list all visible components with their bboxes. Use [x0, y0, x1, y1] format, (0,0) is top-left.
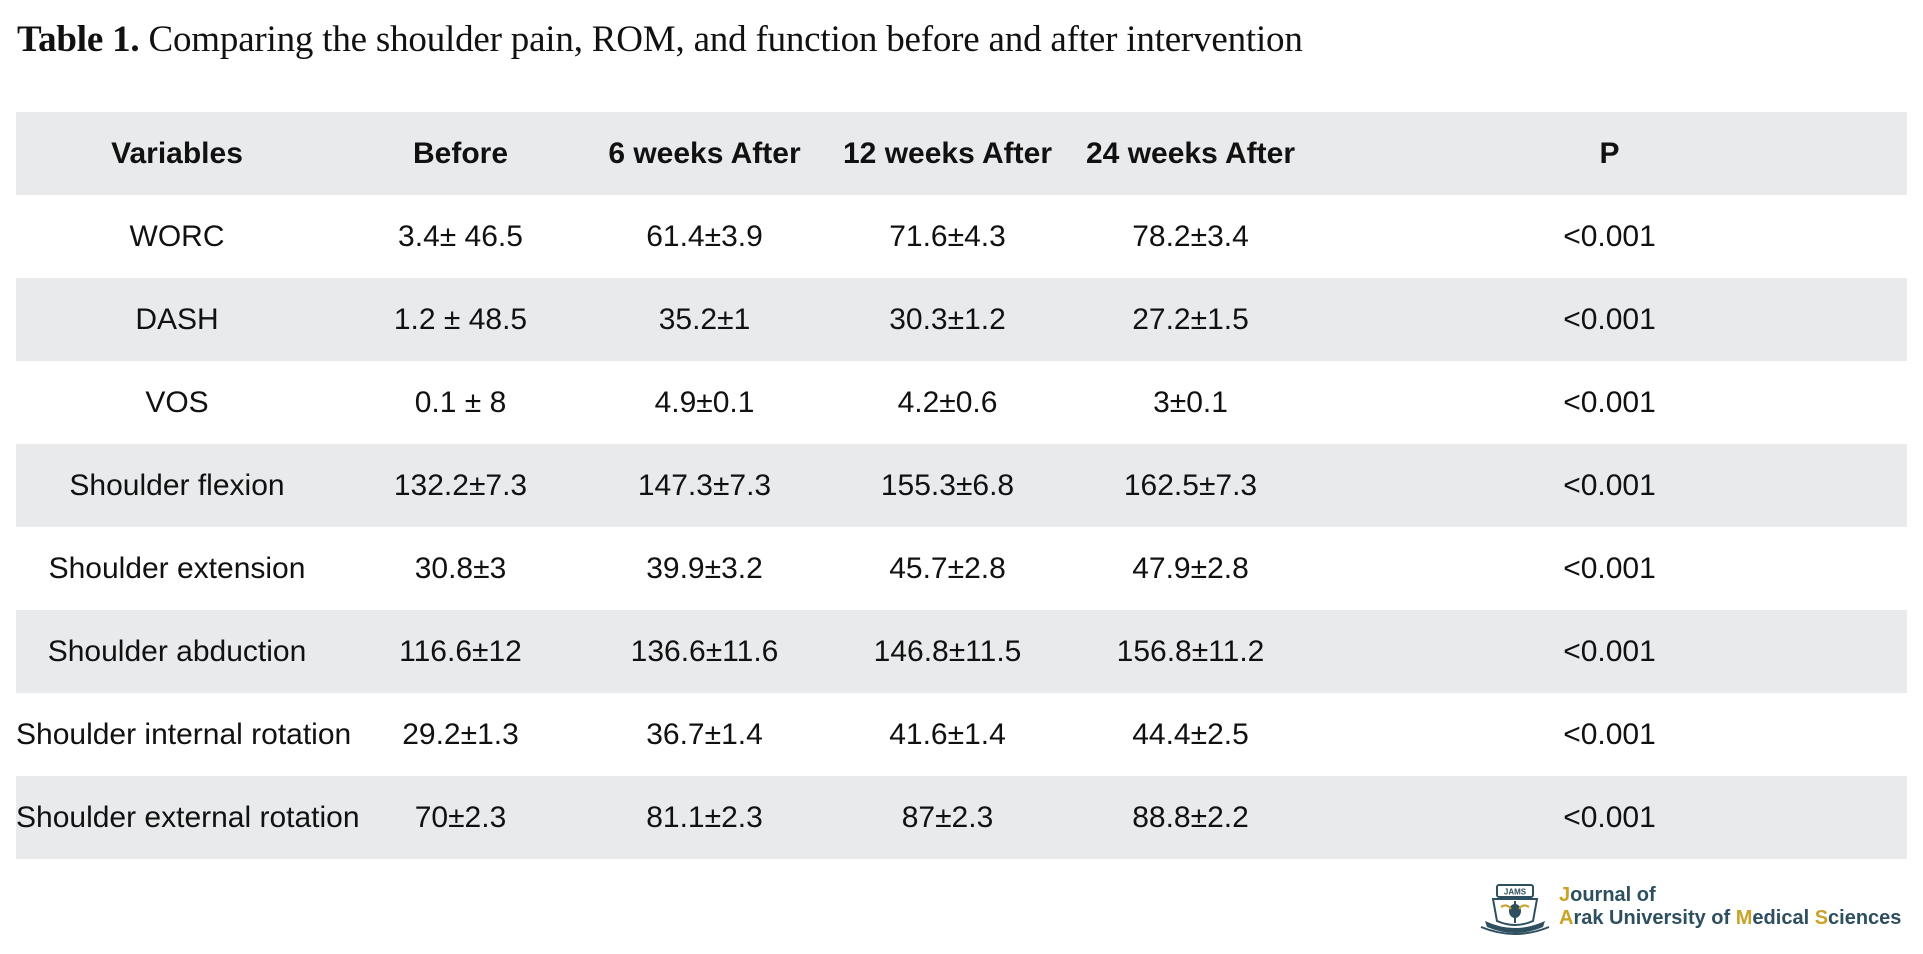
table-row: Shoulder abduction 116.6±12 136.6±11.6 1…	[16, 610, 1907, 693]
cell-p: <0.001	[1312, 195, 1907, 278]
table-row: Shoulder external rotation 70±2.3 81.1±2…	[16, 776, 1907, 859]
cell-p: <0.001	[1312, 610, 1907, 693]
cell-24-weeks: 156.8±11.2	[1069, 610, 1312, 693]
cell-12-weeks: 155.3±6.8	[826, 444, 1069, 527]
cell-p: <0.001	[1312, 361, 1907, 444]
table-row: Shoulder flexion 132.2±7.3 147.3±7.3 155…	[16, 444, 1907, 527]
cell-p: <0.001	[1312, 527, 1907, 610]
cell-6-weeks: 61.4±3.9	[583, 195, 826, 278]
cell-24-weeks: 88.8±2.2	[1069, 776, 1312, 859]
cell-variable: Shoulder flexion	[16, 444, 338, 527]
header-variables: Variables	[16, 112, 338, 195]
cell-12-weeks: 45.7±2.8	[826, 527, 1069, 610]
header-6-weeks-after: 6 weeks After	[583, 112, 826, 195]
journal-name-line-1: Journal of	[1559, 884, 1656, 906]
header-12-weeks-after: 12 weeks After	[826, 112, 1069, 195]
table-caption-text: Comparing the shoulder pain, ROM, and fu…	[148, 19, 1303, 60]
results-table: Variables Before 6 weeks After 12 weeks …	[16, 112, 1907, 859]
table-header-row: Variables Before 6 weeks After 12 weeks …	[16, 112, 1907, 195]
cell-variable: Shoulder abduction	[16, 610, 338, 693]
cell-before: 116.6±12	[338, 610, 583, 693]
cell-before: 0.1 ± 8	[338, 361, 583, 444]
table-caption-label: Table 1.	[17, 19, 140, 60]
header-p: P	[1312, 112, 1907, 195]
table-row: Shoulder extension 30.8±3 39.9±3.2 45.7±…	[16, 527, 1907, 610]
cell-variable: WORC	[16, 195, 338, 278]
cell-before: 29.2±1.3	[338, 693, 583, 776]
journal-name: Journal of Arak University of Medical Sc…	[1559, 884, 1901, 930]
cell-p: <0.001	[1312, 776, 1907, 859]
cell-before: 70±2.3	[338, 776, 583, 859]
cell-24-weeks: 78.2±3.4	[1069, 195, 1312, 278]
cell-12-weeks: 87±2.3	[826, 776, 1069, 859]
cell-before: 132.2±7.3	[338, 444, 583, 527]
cell-variable: DASH	[16, 278, 338, 361]
table-row: VOS 0.1 ± 8 4.9±0.1 4.2±0.6 3±0.1 <0.001	[16, 361, 1907, 444]
cell-p: <0.001	[1312, 693, 1907, 776]
cell-6-weeks: 35.2±1	[583, 278, 826, 361]
header-24-weeks-after: 24 weeks After	[1069, 112, 1312, 195]
cell-12-weeks: 4.2±0.6	[826, 361, 1069, 444]
cell-12-weeks: 41.6±1.4	[826, 693, 1069, 776]
cell-variable: Shoulder external rotation	[16, 776, 360, 859]
cell-before: 1.2 ± 48.5	[338, 278, 583, 361]
cell-24-weeks: 162.5±7.3	[1069, 444, 1312, 527]
cell-p: <0.001	[1312, 278, 1907, 361]
cell-6-weeks: 81.1±2.3	[583, 776, 826, 859]
cell-variable: VOS	[16, 361, 338, 444]
cell-24-weeks: 27.2±1.5	[1069, 278, 1312, 361]
cell-6-weeks: 147.3±7.3	[583, 444, 826, 527]
table-row: Shoulder internal rotation 29.2±1.3 36.7…	[16, 693, 1907, 776]
cell-p: <0.001	[1312, 444, 1907, 527]
cell-24-weeks: 3±0.1	[1069, 361, 1312, 444]
cell-24-weeks: 44.4±2.5	[1069, 693, 1312, 776]
cell-variable: Shoulder internal rotation	[16, 693, 351, 776]
cell-6-weeks: 36.7±1.4	[583, 693, 826, 776]
table-row: DASH 1.2 ± 48.5 35.2±1 30.3±1.2 27.2±1.5…	[16, 278, 1907, 361]
header-before: Before	[338, 112, 583, 195]
table-row: WORC 3.4± 46.5 61.4±3.9 71.6±4.3 78.2±3.…	[16, 195, 1907, 278]
table-caption: Table 1. Comparing the shoulder pain, RO…	[17, 18, 1303, 61]
cell-before: 3.4± 46.5	[338, 195, 583, 278]
cell-variable: Shoulder extension	[16, 527, 338, 610]
journal-logo: JAMS Journal of Arak University of Medic…	[1477, 876, 1909, 938]
cell-6-weeks: 136.6±11.6	[583, 610, 826, 693]
emblem-text: JAMS	[1504, 888, 1527, 897]
cell-before: 30.8±3	[338, 527, 583, 610]
cell-12-weeks: 71.6±4.3	[826, 195, 1069, 278]
cell-6-weeks: 39.9±3.2	[583, 527, 826, 610]
cell-12-weeks: 146.8±11.5	[826, 610, 1069, 693]
journal-name-line-2: Arak University of Medical Sciences	[1559, 907, 1902, 929]
cell-12-weeks: 30.3±1.2	[826, 278, 1069, 361]
cell-6-weeks: 4.9±0.1	[583, 361, 826, 444]
journal-name-line-1-rest: ournal of	[1570, 884, 1656, 906]
journal-emblem-icon: JAMS	[1480, 884, 1550, 935]
cell-24-weeks: 47.9±2.8	[1069, 527, 1312, 610]
